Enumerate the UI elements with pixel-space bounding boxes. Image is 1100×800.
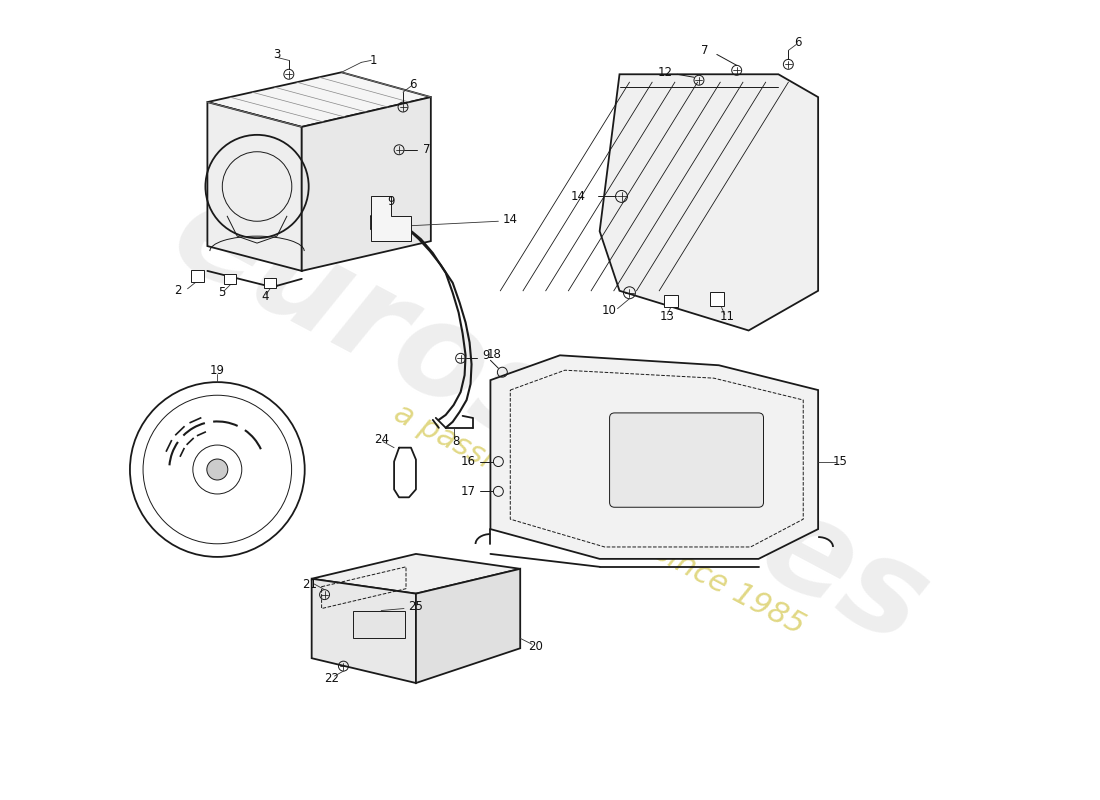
Text: 6: 6	[409, 78, 417, 90]
Polygon shape	[372, 197, 411, 241]
Text: 24: 24	[374, 434, 388, 446]
Text: 21: 21	[302, 578, 317, 591]
Polygon shape	[301, 97, 431, 271]
Bar	[264, 278, 276, 288]
Text: 22: 22	[324, 671, 339, 685]
Bar	[710, 292, 724, 306]
Text: 8: 8	[452, 435, 460, 448]
Text: 9: 9	[483, 349, 491, 362]
Text: 4: 4	[261, 290, 268, 303]
FancyBboxPatch shape	[609, 413, 763, 507]
Bar	[190, 270, 205, 282]
Text: 7: 7	[701, 44, 708, 57]
Circle shape	[207, 459, 228, 480]
Polygon shape	[491, 355, 818, 559]
Polygon shape	[600, 74, 818, 330]
Text: 12: 12	[658, 66, 673, 78]
Text: 5: 5	[219, 286, 225, 299]
Text: 15: 15	[833, 455, 847, 468]
Text: 14: 14	[503, 213, 518, 226]
Polygon shape	[208, 102, 301, 271]
Text: 13: 13	[660, 310, 674, 323]
Bar	[224, 274, 236, 284]
Text: 11: 11	[719, 310, 735, 323]
Text: 18: 18	[487, 348, 502, 361]
Text: 1: 1	[370, 54, 377, 67]
Polygon shape	[311, 554, 520, 594]
Text: 17: 17	[461, 485, 476, 498]
Text: 16: 16	[461, 455, 476, 468]
Text: 19: 19	[210, 364, 224, 377]
Bar	[664, 294, 678, 306]
Polygon shape	[208, 72, 431, 127]
Text: 7: 7	[424, 143, 430, 156]
Bar	[353, 610, 405, 638]
Text: 6: 6	[794, 36, 802, 49]
Text: 14: 14	[571, 190, 585, 203]
Text: 20: 20	[528, 640, 542, 653]
Text: 25: 25	[408, 600, 424, 613]
Text: 9: 9	[387, 195, 395, 208]
Text: 3: 3	[273, 48, 280, 61]
Text: a passion for parts since 1985: a passion for parts since 1985	[389, 398, 810, 640]
Text: 2: 2	[174, 284, 182, 298]
Polygon shape	[416, 569, 520, 683]
Text: 10: 10	[602, 304, 617, 317]
Polygon shape	[311, 578, 416, 683]
Text: eurospares: eurospares	[152, 168, 948, 672]
